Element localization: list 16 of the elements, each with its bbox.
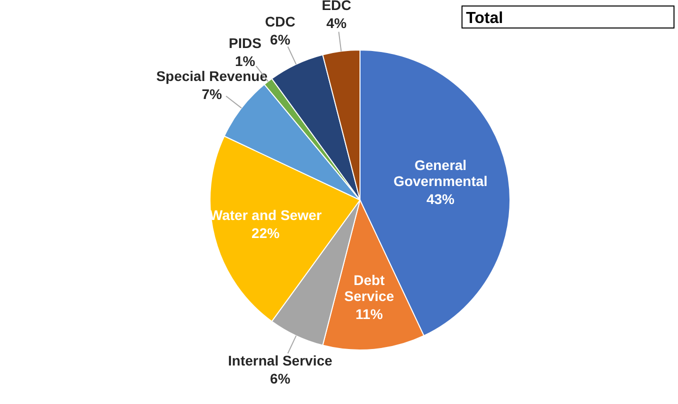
- data-label: 6%: [270, 370, 291, 387]
- data-label: 4%: [326, 14, 348, 31]
- data-label: 7%: [202, 86, 223, 102]
- slice-label: PIDS: [228, 34, 262, 51]
- data-label: 11%: [356, 306, 384, 322]
- slice-label: Internal Service: [228, 352, 333, 369]
- slice-label: CDC: [264, 13, 296, 30]
- data-label: 22%: [252, 225, 280, 242]
- text: Total: [466, 10, 504, 27]
- slice-label: EDC: [322, 0, 352, 13]
- slice-label: General Governmental: [393, 157, 488, 190]
- slice-label: Debt Service: [344, 272, 394, 304]
- data-label: 43%: [426, 191, 456, 208]
- data-label: 6%: [270, 31, 291, 48]
- slice-label: Special Revenue: [156, 68, 268, 84]
- data-label: 1%: [234, 52, 256, 69]
